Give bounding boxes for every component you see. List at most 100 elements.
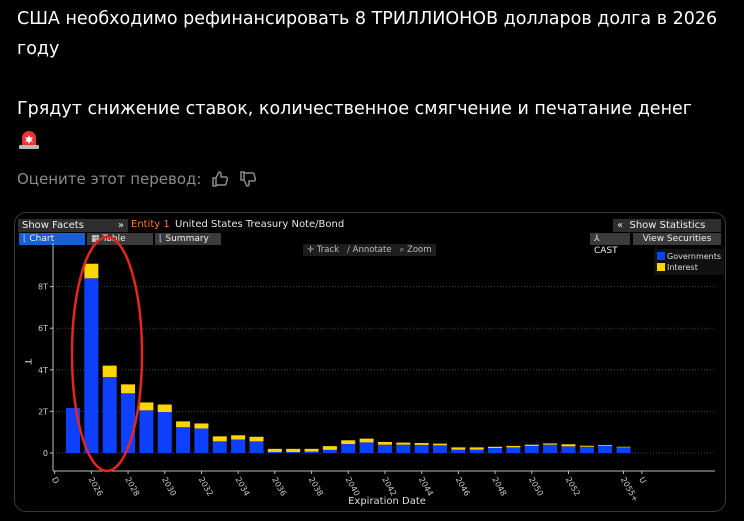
bar-interest-2045 [433,443,447,446]
bar-governments-2025 [66,407,80,453]
chart-toolbar: ✛ Track ∕ Annotate ⌕ Zoom [303,244,436,256]
bar-interest-2055+ [616,446,631,448]
governments-swatch [657,252,665,260]
x-tick-label: 2028 [123,476,141,498]
zoom-tool[interactable]: ⌕ Zoom [400,244,432,256]
legend-interest-label: Interest [667,263,698,272]
cast-button[interactable]: ⅄ CAST [590,233,630,256]
collapse-arrow-icon: « [617,220,624,231]
bar-interest-2033 [212,436,227,442]
x-tick-label: U [637,476,648,486]
post-line-1: США необходимо рефинансировать 8 ТРИЛЛИО… [17,9,718,59]
bar-interest-2034 [231,435,246,440]
bar-interest-2035 [249,436,264,442]
bar-governments-2050 [524,445,539,453]
bar-governments-2051 [543,444,558,453]
highlight-ellipse [70,235,144,473]
bar-interest-2044 [414,443,429,445]
pencil-icon: ∕ [347,245,350,255]
x-tick-label: 2032 [197,476,215,498]
bar-governments-2038 [304,451,319,453]
bar-governments-2032 [194,428,209,453]
bar-governments-2036 [267,451,282,453]
tab-chart[interactable]: ⌊ Chart [19,233,85,245]
rate-translation: Оцените этот перевод: [17,170,257,188]
bar-interest-2037 [286,448,301,452]
bar-interest-2038 [304,448,319,452]
bar-governments-2040 [341,444,356,453]
x-tick-label: 2052 [564,476,582,498]
show-statistics-button[interactable]: « Show Statistics [613,219,721,232]
bloomberg-chart-panel: Show Facets » Entity 1 United States Trea… [14,212,726,512]
chart-legend: Governments Interest [654,249,725,275]
bar-interest-2031 [176,421,191,428]
track-tool[interactable]: ✛ Track [307,244,339,256]
bar-governments-2042 [377,444,392,453]
bar-interest-2051 [543,443,558,445]
x-tick-label: D [50,476,61,486]
rate-label: Оцените этот перевод: [17,170,202,188]
bar-governments-2044 [414,444,429,453]
bar-governments-2048 [488,448,503,453]
bar-interest-2054 [598,445,613,446]
view-securities-button[interactable]: View Securities [633,233,721,245]
crosshair-icon: ✛ [307,245,315,255]
show-facets-button[interactable]: Show Facets » [18,219,128,232]
bar-interest-2049 [506,445,521,448]
bar-interest-2043 [396,442,411,445]
thumbs-up-icon[interactable] [211,170,229,188]
bar-governments-2041 [359,442,374,453]
magnifier-icon: ⌕ [399,245,405,255]
bar-interest-2041 [359,438,374,443]
bar-interest-2029 [139,402,154,411]
bar-governments-2049 [506,447,521,453]
bar-governments-2043 [396,444,411,453]
bar-governments-2033 [212,441,227,453]
bar-interest-2040 [341,440,356,445]
bar-interest-2032 [194,423,209,429]
x-tick-label: 2026 [87,476,105,498]
tab-summary[interactable]: ⌊ Summary [155,233,221,245]
bar-interest-2028 [121,384,136,394]
bar-governments-2030 [157,412,172,453]
bar-interest-2050 [524,444,539,446]
x-tick-label: 2046 [454,476,472,498]
x-tick-label: 2040 [344,476,362,498]
show-statistics-label: Show Statistics [629,220,706,231]
post-text: США необходимо рефинансировать 8 ТРИЛЛИО… [17,4,732,160]
bar-interest-2026 [84,263,99,279]
bar-governments-2055+ [616,447,631,453]
bar-interest-2039 [322,446,337,450]
bar-governments-2027 [102,377,117,453]
bar-governments-2034 [231,439,246,453]
x-tick-label: 2036 [270,476,288,498]
bar-governments-2037 [286,451,301,453]
x-tick-label: 2050 [527,476,545,498]
bar-governments-2026 [84,278,99,453]
legend-governments-label: Governments [667,252,722,261]
bar-governments-2035 [249,441,264,453]
bar-governments-2047 [469,449,484,453]
cast-label: CAST [594,246,618,256]
bar-interest-2047 [469,447,484,450]
annotate-tool[interactable]: ∕ Annotate [347,244,391,256]
bar-governments-2052 [561,446,576,453]
bar-governments-2053 [579,446,594,453]
y-tick-label: 4T [38,366,48,375]
tab-chart-label: Chart [29,234,55,244]
table-icon: ▦ [91,234,100,244]
bar-interest-2048 [488,446,503,449]
thumbs-down-icon[interactable] [239,170,257,188]
bar-interest-2053 [579,445,594,447]
y-axis-label: T [22,358,32,365]
bar-governments-2054 [598,445,613,453]
x-tick-label: 2038 [307,476,325,498]
tab-summary-label: Summary [165,234,209,244]
x-tick-label: 2055+ [619,476,640,504]
x-axis-label: Expiration Date [348,496,426,507]
entity-name: United States Treasury Note/Bond [175,219,345,230]
y-tick-label: 2T [38,407,48,416]
x-tick-label: 2042 [380,476,398,498]
x-tick-label: 2034 [233,476,251,498]
bar-governments-2046 [451,449,466,453]
